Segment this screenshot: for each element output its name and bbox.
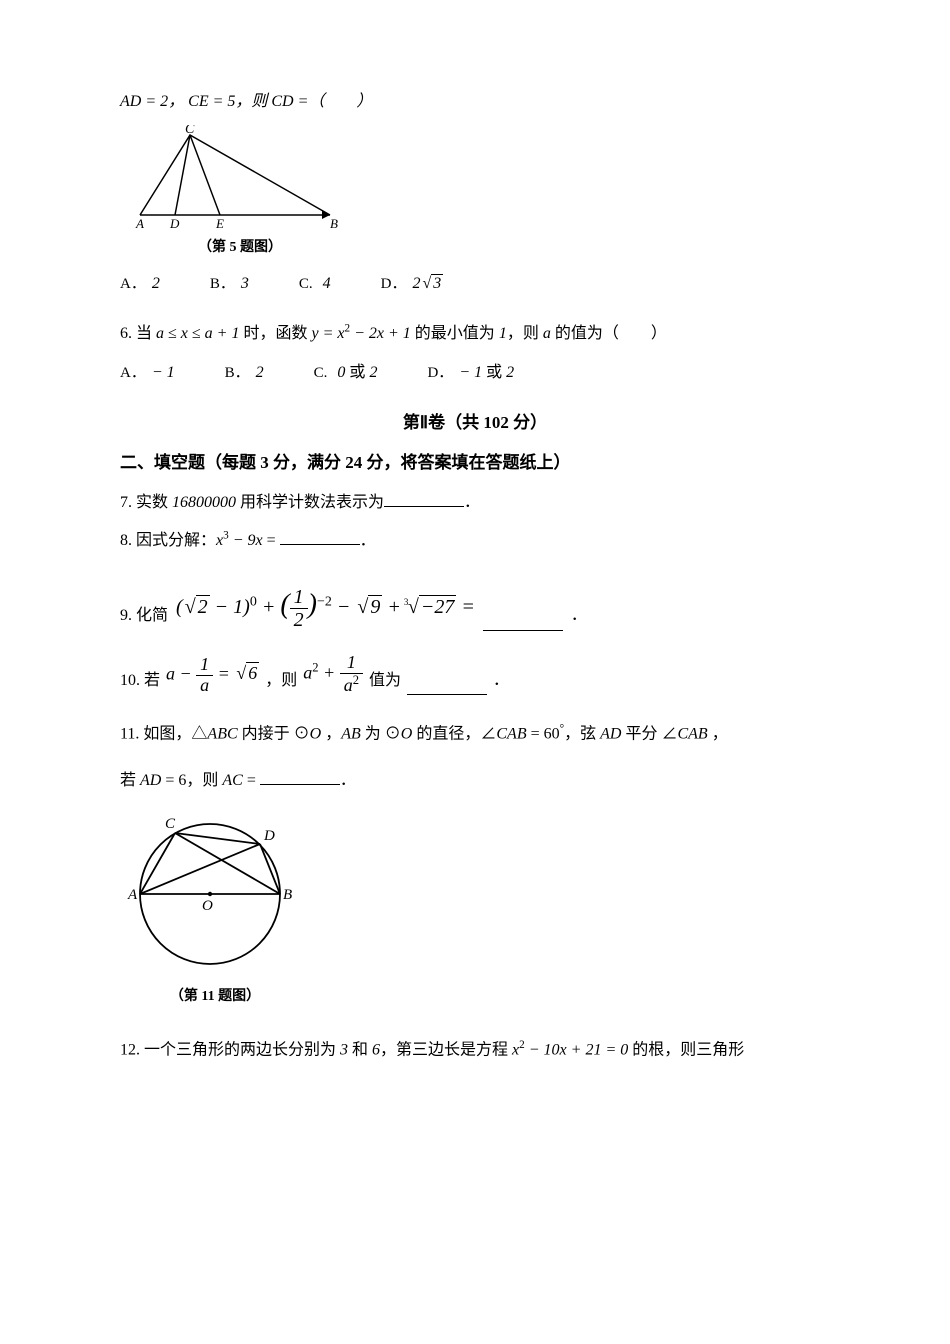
- q7-blank: [384, 490, 464, 507]
- q6-opt-b: B．2: [225, 359, 264, 388]
- q5-ad: AD = 2，: [120, 93, 184, 110]
- q5-stem: AD = 2， CE = 5，则 CD =（ ）: [120, 88, 830, 117]
- q5-options: A．2 B．3 C. 4 D．23: [120, 270, 830, 299]
- q12: 12. 一个三角形的两边长分别为 3 和 6，第三边长是方程 x2 − 10x …: [120, 1035, 830, 1065]
- q10-end: 值为: [369, 667, 401, 696]
- q11-figure: A B C D O （第 11 题图）: [120, 804, 830, 1009]
- q10: 10. 若 a − 1a = 6 ，则 a2 + 1a2 值为．: [120, 653, 830, 696]
- q5-opt-d: D．23: [381, 270, 444, 299]
- q5-opt-b: B．3: [210, 270, 249, 299]
- q6-stem: 6. 当 a ≤ x ≤ a + 1 时，函数 y = x2 − 2x + 1 …: [120, 319, 830, 349]
- q10-blank: [407, 678, 487, 695]
- q6-opt-c: C. 0 或 2: [314, 359, 378, 388]
- svg-text:B: B: [330, 216, 338, 231]
- q6-opt-d: D．− 1 或 2: [427, 359, 514, 388]
- svg-text:A: A: [135, 216, 144, 231]
- q11-blank: [260, 768, 340, 785]
- q7: 7. 实数 16800000 用科学计数法表示为．: [120, 489, 830, 518]
- q5-figure: A D E B C （第 5 题图）: [130, 125, 830, 260]
- svg-text:O: O: [202, 898, 213, 914]
- q6-opt-a: A．− 1: [120, 359, 175, 388]
- q5-opt-a: A．2: [120, 270, 160, 299]
- q9-label: 9. 化简: [120, 602, 168, 631]
- q11-caption: （第 11 题图）: [120, 984, 310, 1009]
- q5-ce-cd: CE = 5，则 CD =（ ）: [188, 93, 372, 110]
- svg-text:E: E: [215, 216, 224, 231]
- q11-line2: 若 AD = 6，则 AC = ．: [120, 767, 830, 796]
- svg-text:B: B: [283, 887, 292, 903]
- svg-text:C: C: [165, 816, 176, 832]
- q6-options: A．− 1 B．2 C. 0 或 2 D．− 1 或 2: [120, 359, 830, 388]
- q10-mid: ，则: [265, 667, 297, 696]
- q9-blank: [483, 614, 563, 631]
- q8-blank: [280, 528, 360, 545]
- fill-title: 二、填空题（每题 3 分，满分 24 分，将答案填在答题纸上）: [120, 448, 830, 479]
- q8: 8. 因式分解：x3 − 9x = ．: [120, 526, 830, 556]
- q5-opt-c: C. 4: [299, 270, 331, 299]
- section2-title: 第Ⅱ卷（共 102 分）: [120, 408, 830, 439]
- q10-label: 10. 若: [120, 667, 160, 696]
- q5-caption: （第 5 题图）: [130, 235, 350, 260]
- svg-text:D: D: [263, 828, 275, 844]
- svg-text:A: A: [127, 887, 138, 903]
- svg-text:C: C: [185, 125, 195, 137]
- svg-text:D: D: [169, 216, 180, 231]
- q11-line1: 11. 如图，△ABC 内接于 ⊙O ，AB 为 ⊙O 的直径，∠CAB = 6…: [120, 719, 830, 749]
- q9: 9. 化简 (2 − 1)0 + (12)−2 − 9 + 3−27 = ．: [120, 580, 830, 631]
